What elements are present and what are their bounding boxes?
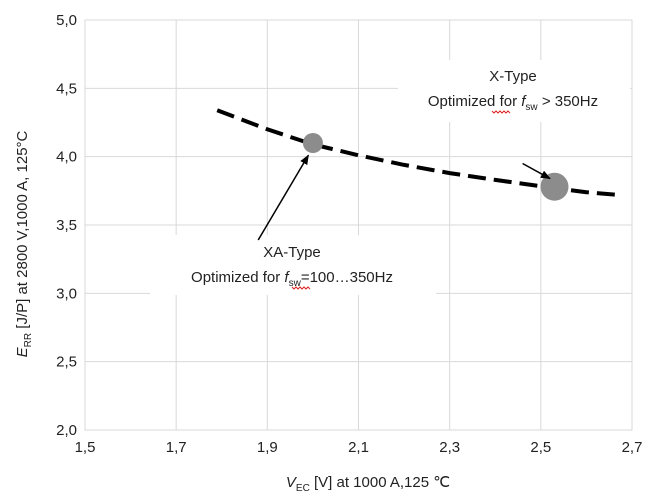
y-tick-label: 4,0 <box>56 149 77 166</box>
data-point-2 <box>540 172 569 201</box>
y-tick-label: 4,5 <box>56 80 77 97</box>
x-axis-tick-labels: 1,5 1,7 1,9 2,1 2,3 2,5 2,7 <box>75 439 643 456</box>
annotation-xa-type-background <box>150 235 436 295</box>
data-points <box>302 133 569 201</box>
annotation-xa-type: XA-Type Optimized for fsw=100…350Hz <box>150 235 436 295</box>
annotation-xa-type-subtitle: Optimized for fsw=100…350Hz <box>191 269 393 289</box>
x-tick-label: 1,5 <box>75 439 96 456</box>
spellcheck-underline <box>291 286 311 290</box>
y-axis-tick-labels: 2,0 2,5 3,0 3,5 4,0 4,5 5,0 <box>56 12 77 439</box>
plot-border <box>84 19 633 431</box>
trend-line <box>216 108 619 197</box>
annotation-arrow-1 <box>522 162 551 180</box>
annotation-arrow-2 <box>257 154 310 241</box>
trend-line-dashed <box>216 108 619 197</box>
annotations: X-Type Optimized for fsw > 350Hz XA-Type… <box>150 60 630 295</box>
y-axis-title: ERR [J/P] at 2800 V,1000 A, 125°C <box>14 130 34 357</box>
annotation-arrows <box>257 154 551 241</box>
x-tick-label: 1,9 <box>257 439 278 456</box>
annotation-x-type-subtitle: Optimized for fsw > 350Hz <box>428 93 598 113</box>
x-tick-label: 2,5 <box>530 439 551 456</box>
x-axis-title: VEC [V] at 1000 A,125 ℃ <box>286 474 450 491</box>
data-point-1 <box>302 133 323 153</box>
spellcheck-underline <box>491 110 511 114</box>
annotation-xa-type-title: XA-Type <box>263 244 321 261</box>
y-tick-label: 5,0 <box>56 12 77 29</box>
annotation-x-type-background <box>398 60 630 122</box>
plot-frame <box>84 19 633 431</box>
annotation-x-type: X-Type Optimized for fsw > 350Hz <box>398 60 630 122</box>
y-tick-label: 2,5 <box>56 354 77 371</box>
x-tick-label: 2,7 <box>622 439 643 456</box>
x-tick-label: 1,7 <box>166 439 187 456</box>
annotation-x-type-title: X-Type <box>489 68 537 85</box>
x-tick-label: 2,1 <box>348 439 369 456</box>
y-tick-label: 3,0 <box>56 285 77 302</box>
y-tick-label: 2,0 <box>56 422 77 439</box>
x-tick-label: 2,3 <box>439 439 460 456</box>
y-tick-label: 3,5 <box>56 217 77 234</box>
